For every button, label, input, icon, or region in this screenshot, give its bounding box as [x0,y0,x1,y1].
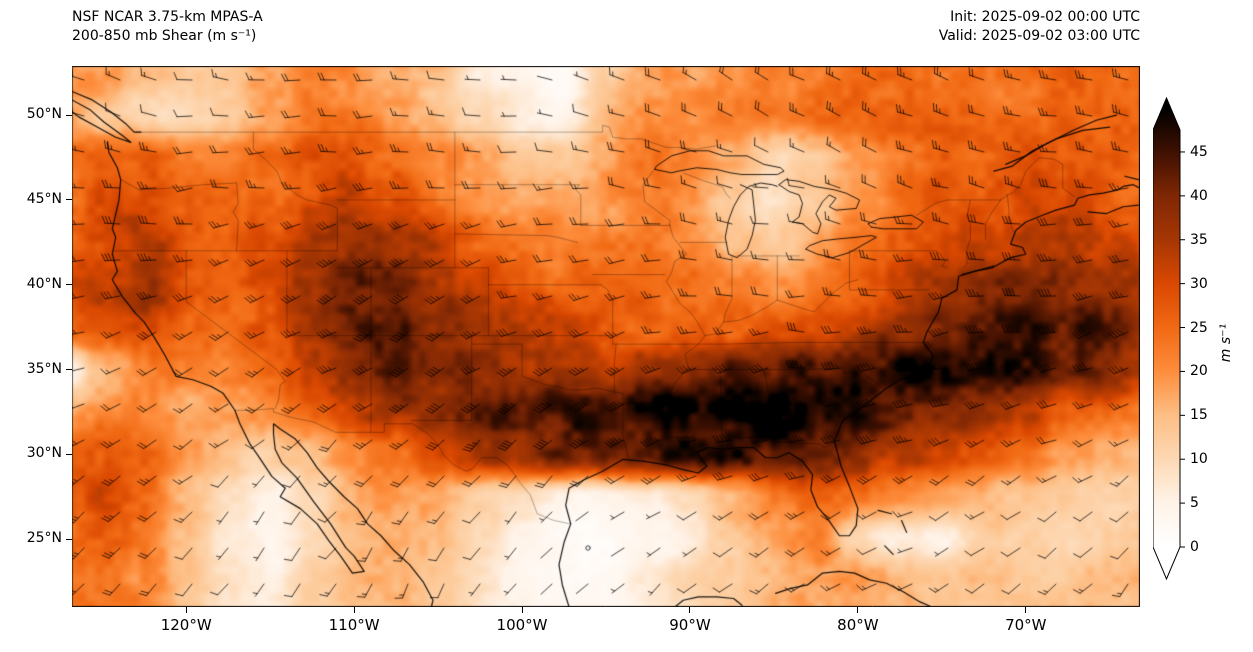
lat-tick-label: 50°N [26,106,62,123]
lat-tick-label: 30°N [26,445,62,462]
colorbar-tick-label: 25 [1190,319,1208,336]
title-block: NSF NCAR 3.75-km MPAS-A 200-850 mb Shear… [72,8,263,46]
lat-tick [66,284,72,286]
colorbar-gradient [1153,96,1181,581]
lon-tick [185,607,187,613]
time-block: Init: 2025-09-02 00:00 UTC Valid: 2025-0… [939,8,1140,46]
colorbar-tick-label: 0 [1190,539,1199,555]
lon-tick-label: 110°W [328,616,380,634]
field-title: 200-850 mb Shear (m s⁻¹) [72,28,257,44]
colorbar-tick-label: 35 [1190,231,1208,248]
lon-tick-label: 120°W [160,616,212,634]
init-time: Init: 2025-09-02 00:00 UTC [950,9,1140,25]
lon-tick-label: 90°W [669,616,711,634]
lat-tick-label: 45°N [26,190,62,207]
lat-tick-label: 25°N [26,530,62,547]
lon-tick [521,607,523,613]
colorbar-tick-label: 45 [1190,143,1208,160]
lon-tick-label: 80°W [837,616,879,634]
colorbar-tick-label: 20 [1190,363,1208,380]
lon-tick-label: 70°W [1005,616,1047,634]
lat-tick [66,369,72,371]
colorbar [1153,96,1185,581]
colorbar-tick-label: 5 [1190,495,1199,512]
lon-tick [1025,607,1027,613]
lat-tick [66,538,72,540]
lon-tick [689,607,691,613]
valid-time: Valid: 2025-09-02 03:00 UTC [938,28,1140,44]
lon-tick [857,607,859,613]
colorbar-tick-label: 10 [1190,451,1208,468]
colorbar-unit-label: m s⁻¹ [1218,323,1234,363]
colorbar-tick-label: 30 [1190,275,1208,292]
model-title: NSF NCAR 3.75-km MPAS-A [72,9,263,25]
lon-tick-label: 100°W [496,616,548,634]
lon-tick [353,607,355,613]
lat-tick [66,114,72,116]
lat-tick [66,199,72,201]
lat-tick-label: 35°N [26,360,62,377]
colorbar-tick-label: 15 [1190,407,1208,424]
colorbar-tick-label: 40 [1190,187,1208,204]
shear-map-canvas [72,66,1140,607]
lat-tick [66,453,72,455]
lat-tick-label: 40°N [26,275,62,292]
